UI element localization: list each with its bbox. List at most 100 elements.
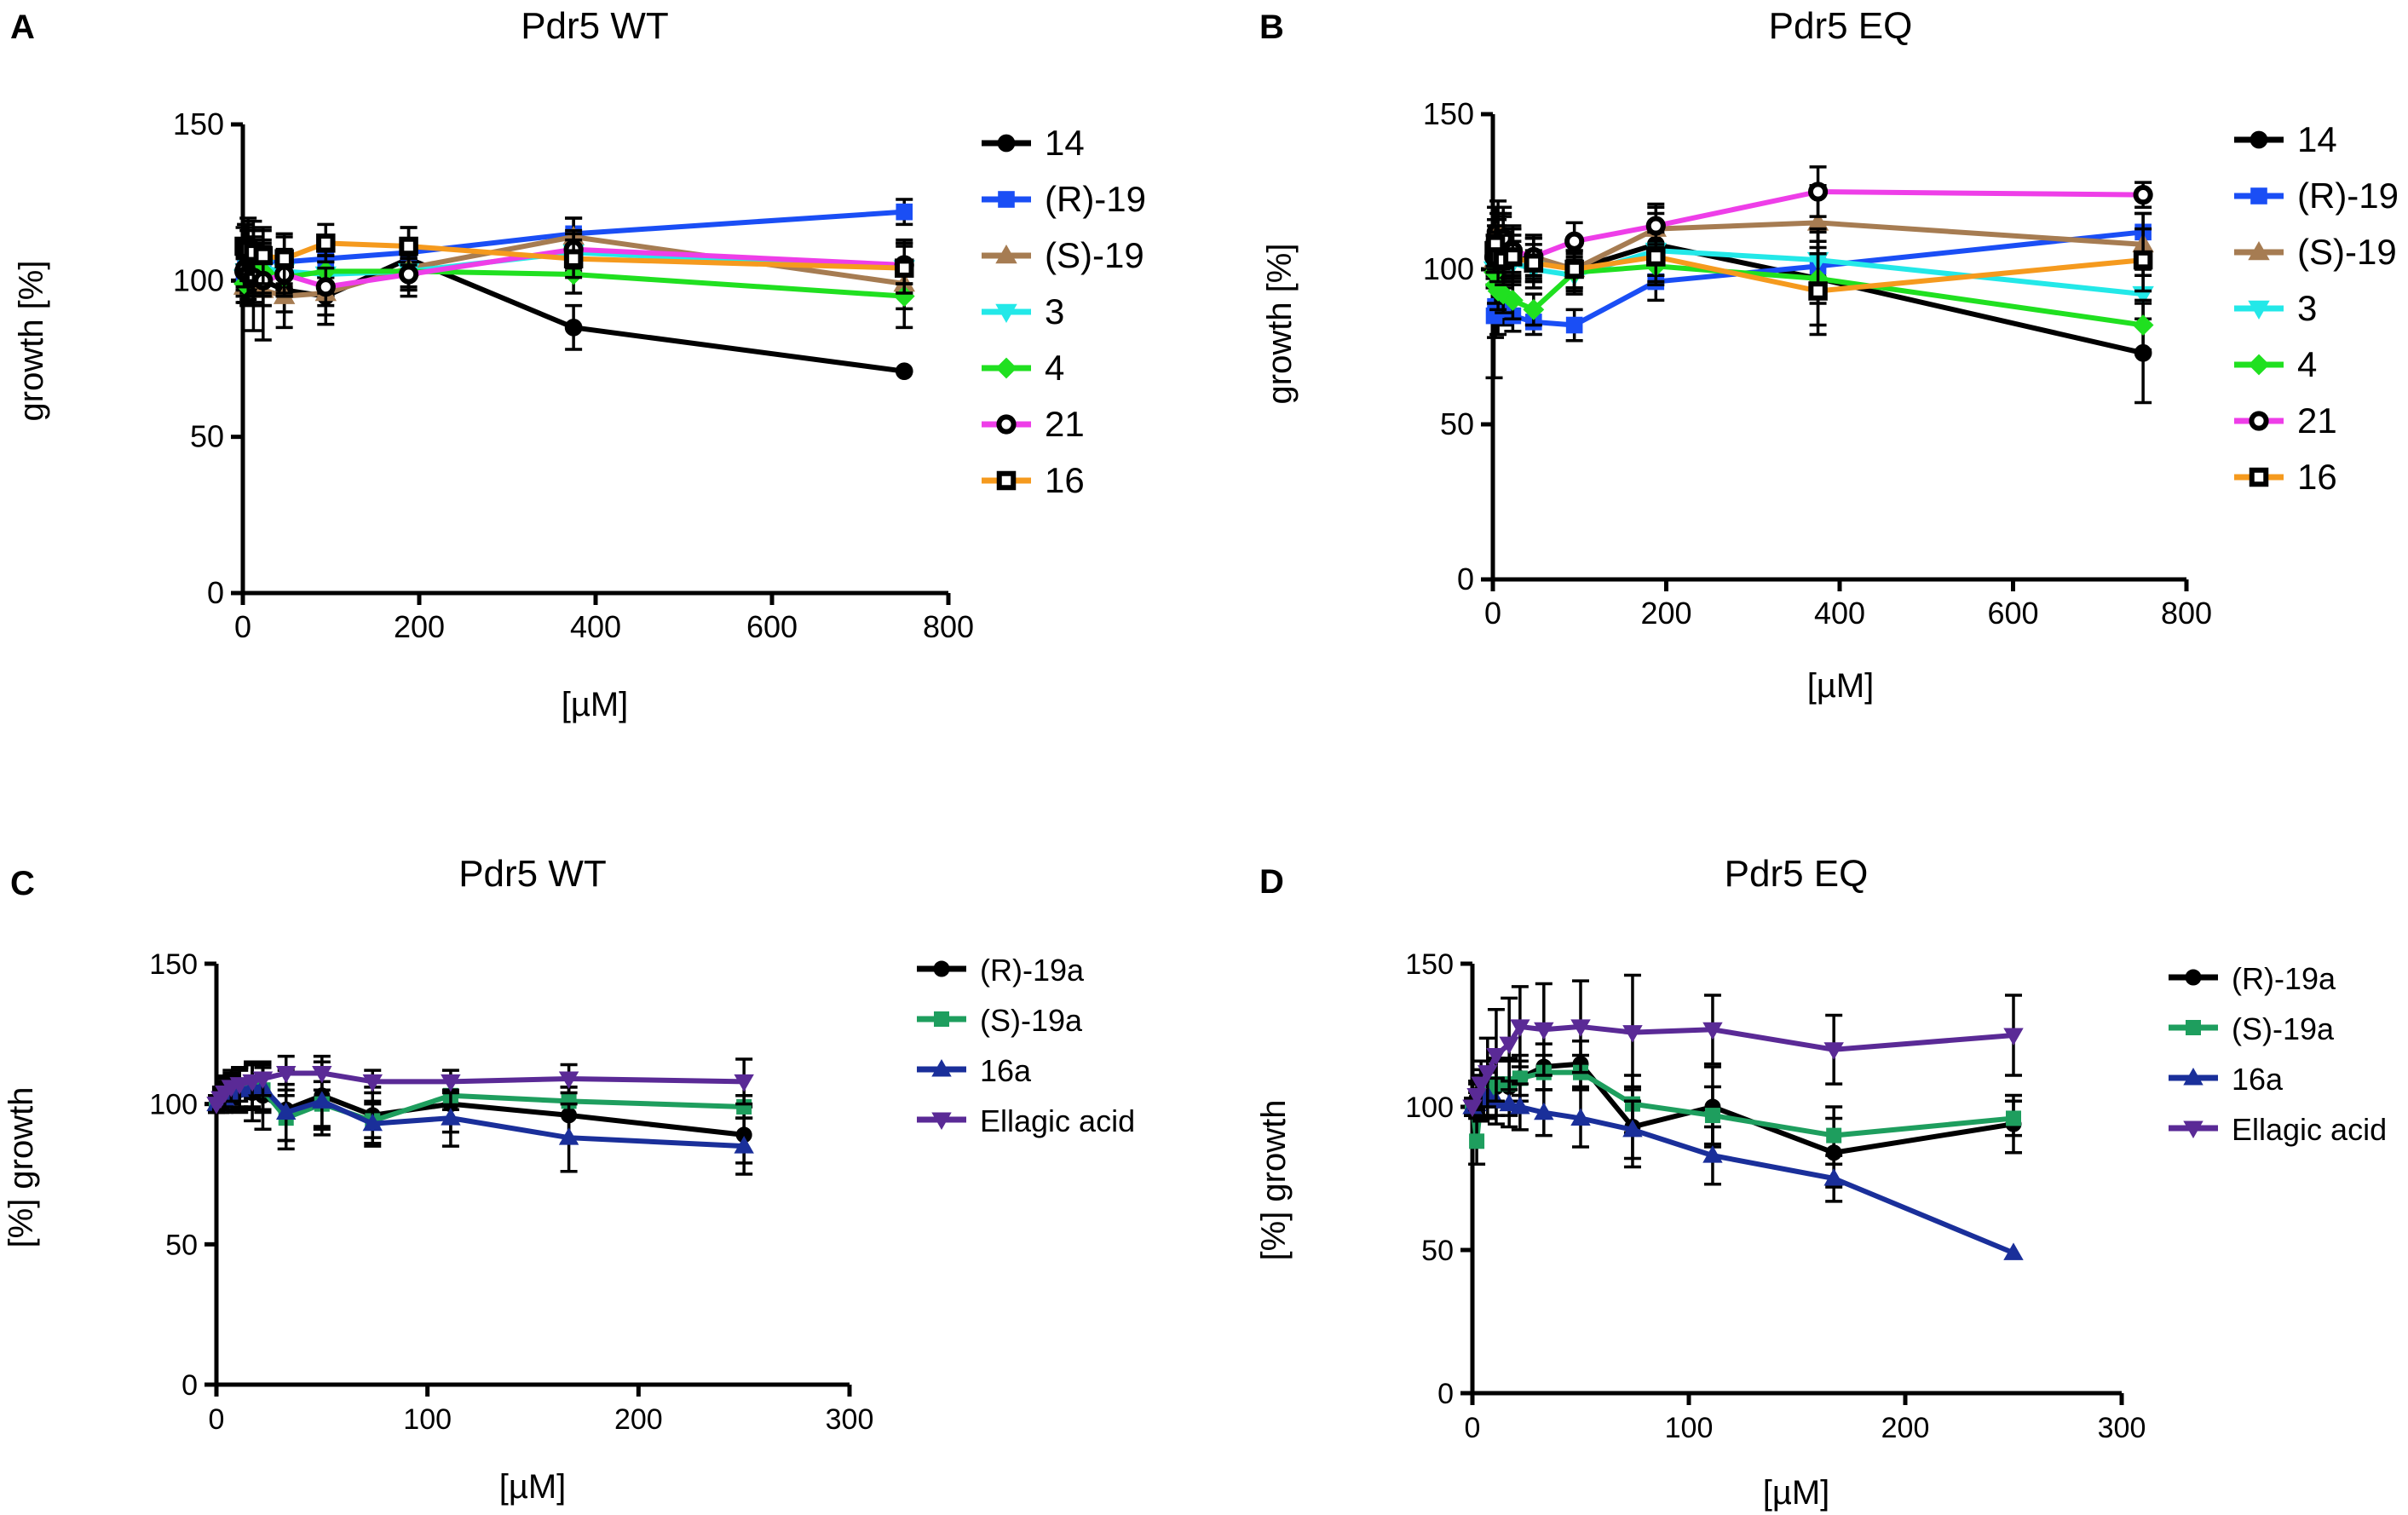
x-tick-label: 300 bbox=[826, 1403, 874, 1436]
data-point bbox=[1510, 1019, 1530, 1037]
data-point bbox=[362, 1113, 383, 1132]
series-line bbox=[215, 1081, 745, 1124]
legend-item: (S)-19a bbox=[917, 1003, 1083, 1038]
x-axis-label: [µM] bbox=[499, 1468, 567, 1506]
data-point bbox=[242, 1074, 262, 1092]
data-point bbox=[1534, 1022, 1554, 1040]
data-point bbox=[1564, 231, 1585, 251]
data-point bbox=[1499, 1036, 1519, 1055]
x-tick-label: 0 bbox=[209, 1403, 225, 1436]
legend-label: (R)-19a bbox=[2232, 961, 2336, 996]
x-tick-label: 0 bbox=[1484, 596, 1501, 631]
series-line bbox=[1470, 1069, 2014, 1144]
data-point bbox=[995, 244, 1017, 264]
series-16 bbox=[1484, 224, 2153, 337]
chart-panel-b: B Pdr5 EQ growth [%] [µM] 0 50 100 150 0 200 4… bbox=[1259, 5, 2399, 705]
series-Ellagic acid bbox=[206, 1054, 754, 1115]
y-tick-label: 100 bbox=[1423, 251, 1474, 286]
plot-area: 0 50 100 150 0 100 200 300 (R)-19a (S)-19a 16a Ella… bbox=[149, 948, 1135, 1436]
data-point bbox=[2248, 300, 2270, 320]
y-tick-label: 50 bbox=[1421, 1235, 1454, 1267]
x-tick-label: 400 bbox=[1814, 596, 1865, 631]
y-tick-label: 0 bbox=[1437, 1378, 1454, 1410]
plot-area: 0 50 100 150 0 200 400 600 800 14 (R)-19 (S)-19 3 4 21… bbox=[173, 107, 1146, 644]
x-tick-label: 800 bbox=[2161, 596, 2212, 631]
data-point bbox=[253, 245, 274, 266]
data-point bbox=[1704, 1108, 1720, 1124]
chart-title: Pdr5 EQ bbox=[1769, 5, 1913, 47]
y-tick-label: 150 bbox=[1423, 96, 1474, 131]
data-point bbox=[2132, 314, 2154, 336]
data-point bbox=[895, 258, 914, 278]
y-tick-label: 0 bbox=[1457, 562, 1474, 596]
legend-label: Ellagic acid bbox=[980, 1103, 1135, 1138]
data-point bbox=[1534, 1102, 1554, 1120]
data-point bbox=[2250, 130, 2268, 149]
data-point bbox=[1469, 1133, 1485, 1149]
data-point bbox=[2249, 411, 2269, 431]
x-axis-label: [µM] bbox=[562, 686, 629, 723]
x-tick-label: 0 bbox=[1465, 1412, 1481, 1444]
data-point bbox=[1823, 1167, 1844, 1186]
legend-item: 16a bbox=[2169, 1062, 2284, 1097]
x-tick-label: 600 bbox=[1987, 596, 2038, 631]
legend-item: (R)-19a bbox=[2169, 961, 2336, 996]
y-tick-label: 100 bbox=[1405, 1092, 1454, 1124]
legend-label: Ellagic acid bbox=[2232, 1112, 2387, 1147]
y-tick-label: 0 bbox=[181, 1369, 198, 1402]
data-point bbox=[441, 1074, 461, 1092]
data-point bbox=[2183, 1067, 2203, 1086]
panel-letter-b: B bbox=[1259, 9, 1284, 46]
legend-item: 14 bbox=[2234, 119, 2337, 159]
data-point bbox=[1702, 1145, 1723, 1163]
plot-area: 0 50 100 150 0 100 200 300 (R)-19a (S)-19a 16a Ella… bbox=[1405, 948, 2387, 1444]
chart-panel-d: D Pdr5 EQ [%] growth [µM] 0 50 100 150 0 100 2… bbox=[1255, 853, 2387, 1512]
legend-label: (S)-19 bbox=[1045, 235, 1144, 275]
data-point bbox=[934, 1011, 949, 1027]
data-point bbox=[1565, 316, 1583, 334]
y-axis-label: [%] growth bbox=[3, 1087, 40, 1248]
legend-item: 3 bbox=[2234, 288, 2317, 328]
legend-label: 16a bbox=[980, 1053, 1032, 1088]
data-point bbox=[996, 414, 1017, 435]
x-tick-label: 200 bbox=[1640, 596, 1691, 631]
y-tick-label: 150 bbox=[149, 948, 198, 981]
data-point bbox=[2186, 1020, 2201, 1035]
data-point bbox=[229, 1077, 250, 1095]
series-16 bbox=[234, 216, 914, 295]
data-point bbox=[2185, 969, 2202, 986]
legend-label: 3 bbox=[1045, 291, 1064, 331]
x-tick-label: 200 bbox=[614, 1403, 663, 1436]
series-line bbox=[1470, 1061, 2014, 1155]
data-point bbox=[1499, 1093, 1519, 1112]
data-point bbox=[1622, 1025, 1643, 1043]
panel-letter-a: A bbox=[10, 9, 35, 46]
legend-item: (R)-19a bbox=[917, 953, 1085, 988]
y-tick-label: 150 bbox=[173, 107, 224, 141]
legend-item: (S)-19 bbox=[982, 235, 1144, 275]
x-tick-label: 0 bbox=[234, 609, 251, 644]
legend-label: 14 bbox=[1045, 123, 1085, 163]
data-point bbox=[995, 357, 1017, 379]
data-point bbox=[896, 203, 913, 221]
data-point bbox=[1807, 181, 1829, 202]
data-point bbox=[1471, 1076, 1491, 1095]
y-tick-label: 100 bbox=[173, 262, 224, 297]
data-point bbox=[1570, 1108, 1591, 1126]
x-tick-label: 600 bbox=[746, 609, 798, 644]
x-tick-label: 100 bbox=[403, 1403, 452, 1436]
data-point bbox=[441, 1108, 461, 1126]
legend-label: 21 bbox=[2297, 400, 2337, 441]
data-point bbox=[2133, 185, 2153, 205]
x-tick-label: 100 bbox=[1665, 1412, 1714, 1444]
x-tick-label: 200 bbox=[1881, 1412, 1930, 1444]
data-point bbox=[2003, 1242, 2024, 1260]
data-point bbox=[931, 1112, 952, 1131]
data-point bbox=[931, 1058, 952, 1077]
x-axis-label: [µM] bbox=[1807, 667, 1875, 705]
y-tick-label: 0 bbox=[207, 575, 224, 610]
legend-label: 4 bbox=[2297, 344, 2317, 384]
data-point bbox=[1564, 259, 1584, 279]
legend-label: (R)-19 bbox=[2297, 176, 2399, 216]
